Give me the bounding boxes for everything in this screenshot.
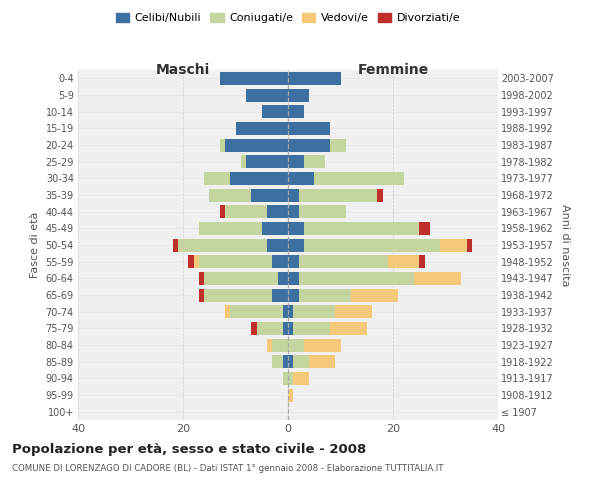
Text: COMUNE DI LORENZAGO DI CADORE (BL) - Dati ISTAT 1° gennaio 2008 - Elaborazione T: COMUNE DI LORENZAGO DI CADORE (BL) - Dat… — [12, 464, 443, 473]
Bar — [299, 188, 377, 202]
Bar — [304, 238, 440, 252]
Bar — [288, 322, 293, 335]
Bar — [288, 388, 293, 402]
Bar — [199, 272, 204, 285]
Bar — [173, 238, 178, 252]
Bar — [246, 88, 288, 102]
Bar — [220, 138, 225, 151]
Y-axis label: Anni di nascita: Anni di nascita — [560, 204, 571, 286]
Text: Popolazione per età, sesso e stato civile - 2008: Popolazione per età, sesso e stato civil… — [12, 442, 366, 456]
Bar — [377, 188, 383, 202]
Legend: Celibi/Nubili, Coniugati/e, Vedovi/e, Divorziati/e: Celibi/Nubili, Coniugati/e, Vedovi/e, Di… — [112, 8, 464, 28]
Bar — [288, 72, 341, 85]
Bar — [467, 238, 472, 252]
Bar — [272, 355, 283, 368]
Bar — [267, 238, 288, 252]
Bar — [440, 238, 467, 252]
Bar — [288, 338, 304, 351]
Bar — [288, 188, 299, 202]
Bar — [330, 322, 367, 335]
Bar — [241, 155, 246, 168]
Bar — [288, 138, 330, 151]
Bar — [288, 355, 293, 368]
Bar — [251, 322, 257, 335]
Bar — [288, 222, 304, 235]
Bar — [225, 305, 230, 318]
Bar — [230, 172, 288, 185]
Bar — [293, 322, 330, 335]
Bar — [262, 105, 288, 118]
Bar — [288, 205, 299, 218]
Bar — [330, 138, 346, 151]
Bar — [209, 188, 251, 202]
Bar — [288, 155, 304, 168]
Bar — [288, 372, 293, 385]
Bar — [277, 272, 288, 285]
Bar — [188, 255, 193, 268]
Bar — [304, 155, 325, 168]
Bar — [204, 272, 277, 285]
Bar — [193, 255, 199, 268]
Bar — [293, 305, 335, 318]
Bar — [204, 288, 272, 302]
Bar — [288, 272, 299, 285]
Bar — [199, 288, 204, 302]
Bar — [199, 222, 262, 235]
Bar — [288, 88, 309, 102]
Bar — [293, 372, 309, 385]
Bar — [246, 155, 288, 168]
Bar — [304, 222, 419, 235]
Bar — [419, 222, 430, 235]
Bar — [288, 172, 314, 185]
Bar — [220, 72, 288, 85]
Bar — [304, 338, 341, 351]
Y-axis label: Fasce di età: Fasce di età — [30, 212, 40, 278]
Bar — [288, 255, 299, 268]
Bar — [299, 288, 351, 302]
Bar — [267, 338, 272, 351]
Bar — [283, 322, 288, 335]
Bar — [388, 255, 419, 268]
Bar — [419, 255, 425, 268]
Bar — [351, 288, 398, 302]
Bar — [235, 122, 288, 135]
Bar — [272, 255, 288, 268]
Bar — [288, 122, 330, 135]
Bar — [272, 338, 288, 351]
Bar — [288, 105, 304, 118]
Bar — [288, 238, 304, 252]
Bar — [283, 372, 288, 385]
Text: Femmine: Femmine — [358, 64, 428, 78]
Bar — [293, 355, 309, 368]
Bar — [199, 255, 272, 268]
Bar — [288, 305, 293, 318]
Bar — [288, 288, 299, 302]
Bar — [309, 355, 335, 368]
Bar — [230, 305, 283, 318]
Bar — [314, 172, 404, 185]
Text: Maschi: Maschi — [156, 64, 210, 78]
Bar — [178, 238, 267, 252]
Bar — [299, 272, 414, 285]
Bar — [335, 305, 372, 318]
Bar — [257, 322, 283, 335]
Bar — [225, 138, 288, 151]
Bar — [283, 305, 288, 318]
Bar — [251, 188, 288, 202]
Bar — [262, 222, 288, 235]
Bar — [272, 288, 288, 302]
Bar — [267, 205, 288, 218]
Bar — [220, 205, 225, 218]
Bar — [299, 205, 346, 218]
Bar — [283, 355, 288, 368]
Bar — [225, 205, 267, 218]
Bar — [204, 172, 230, 185]
Bar — [299, 255, 388, 268]
Bar — [414, 272, 461, 285]
